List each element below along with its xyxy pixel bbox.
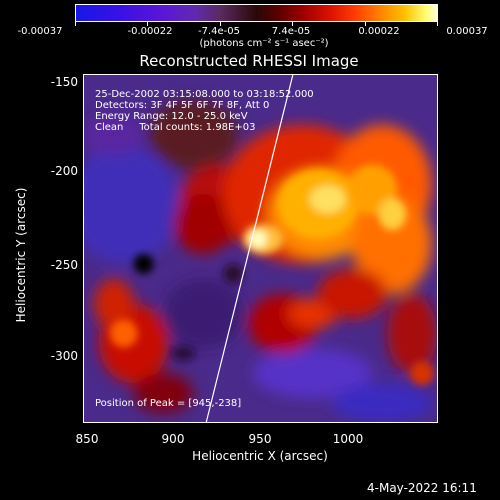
x-tick-label: 900 xyxy=(161,432,185,446)
image-panel: 25-Dec-2002 03:15:08.000 to 03:18:52.000… xyxy=(83,74,438,423)
y-tick-label: -200 xyxy=(50,164,78,178)
colorbar-tick xyxy=(75,21,76,26)
colorbar xyxy=(75,4,438,22)
colorbar-label: -0.00022 xyxy=(127,26,173,37)
x-tick-label: 850 xyxy=(75,432,99,446)
colorbar-tick xyxy=(365,21,366,26)
x-tick-label: 950 xyxy=(248,432,272,446)
time-range: 25-Dec-2002 03:15:08.000 to 03:18:52.000 xyxy=(95,89,314,100)
y-tick-label: -150 xyxy=(50,75,78,89)
x-axis-label: Heliocentric X (arcsec) xyxy=(192,449,328,463)
peak-position: Position of Peak = [945,-238] xyxy=(95,398,242,409)
y-tick-label: -250 xyxy=(50,258,78,272)
colorbar-label: 0.00037 xyxy=(446,26,488,37)
energy-range: Energy Range: 12.0 - 25.0 keV xyxy=(95,111,248,122)
y-axis-label: Heliocentric Y (arcsec) xyxy=(14,187,28,323)
image-title: Reconstructed RHESSI Image xyxy=(139,52,359,70)
generation-date: 4-May-2022 16:11 xyxy=(367,481,477,495)
limb-line xyxy=(205,75,294,422)
colorbar-tick xyxy=(437,21,438,26)
clean-counts: Clean Total counts: 1.98E+03 xyxy=(95,122,256,133)
colorbar-label: -7.4e-05 xyxy=(198,26,240,37)
colorbar-tick xyxy=(220,21,221,26)
colorbar-label: 0.00022 xyxy=(358,26,400,37)
colorbar-tick xyxy=(292,21,293,26)
colorbar-label: 7.4e-05 xyxy=(271,26,311,37)
detectors-text: Detectors: 3F 4F 5F 6F 7F 8F, Att 0 xyxy=(95,100,270,111)
colorbar-unit: (photons cm⁻² s⁻¹ asec⁻²) xyxy=(199,38,329,49)
y-tick-label: -300 xyxy=(50,349,78,363)
colorbar-label: -0.00037 xyxy=(17,26,63,37)
rhessi-image xyxy=(84,75,437,422)
colorbar-tick xyxy=(147,21,148,26)
x-tick-label: 1000 xyxy=(332,432,364,446)
